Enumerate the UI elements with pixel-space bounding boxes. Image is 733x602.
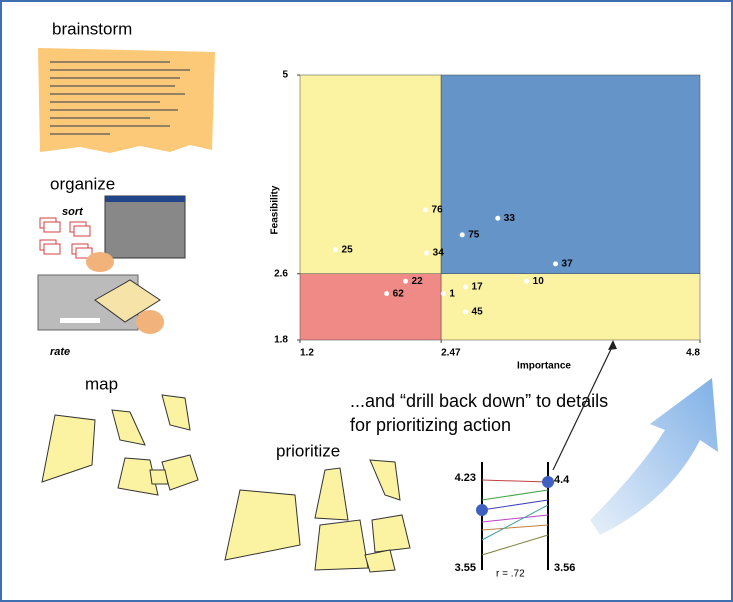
ladder-lines: [481, 479, 549, 556]
point: [495, 215, 501, 221]
point-label: 34: [433, 248, 445, 259]
step-label: map: [85, 374, 118, 393]
sort-cards: [39, 217, 93, 259]
x-tick-label: 1.2: [300, 348, 314, 359]
ladder-label: 4.23: [455, 472, 476, 484]
x-axis-label: Importance: [517, 361, 571, 372]
ladder-mean: [542, 476, 554, 488]
sort-screenshot: [104, 195, 186, 259]
window-bar: [105, 196, 185, 202]
hand: [136, 310, 164, 334]
callout: ...and “drill back down” to details: [350, 391, 608, 411]
point: [333, 247, 339, 253]
point: [403, 278, 409, 284]
go-zone-chart: Importance Feasibility 1.2 2.47 4.8 1.8 2.6 5…: [270, 70, 701, 372]
slider: [60, 318, 100, 323]
cluster-map: [41, 394, 199, 496]
ladder-label: 4.4: [554, 474, 570, 486]
point-label: 17: [472, 282, 484, 293]
y-tick-label: 2.6: [274, 268, 288, 279]
decor-arrow: [590, 378, 718, 535]
point: [424, 250, 430, 256]
point-label: 62: [393, 288, 405, 299]
step-label: rate: [50, 346, 70, 358]
ladder-mean: [476, 504, 488, 516]
note-lines: [50, 61, 190, 135]
point-label: 22: [412, 276, 424, 287]
step-label: prioritize: [276, 441, 340, 460]
point: [553, 261, 559, 267]
step-label: organize: [50, 174, 115, 193]
point-label: 37: [562, 258, 574, 269]
point: [384, 291, 390, 297]
y-tick-label: 1.8: [274, 335, 288, 346]
quadrant: [299, 273, 442, 341]
brainstorm-note: [38, 48, 215, 153]
point: [459, 232, 465, 238]
point-label: 75: [468, 229, 480, 240]
rate-box: [94, 279, 161, 323]
callout: for prioritizing action: [350, 415, 511, 435]
y-axis-label: Feasibility: [270, 185, 281, 234]
x-tick-label: 2.47: [441, 348, 461, 359]
quadrant: [440, 273, 701, 341]
point-label: 1: [449, 288, 455, 299]
ladder-label: 3.55: [455, 562, 476, 574]
arrow-head: [608, 340, 617, 350]
point-label: 33: [504, 213, 516, 224]
step-label: brainstorm: [52, 19, 132, 38]
point-label: 45: [472, 306, 484, 317]
point: [524, 278, 530, 284]
callout-arrow: [552, 344, 614, 471]
point: [440, 291, 446, 297]
point-label: 10: [533, 276, 545, 287]
point: [463, 284, 469, 290]
y-tick-label: 5: [282, 70, 288, 81]
step-label: sort: [62, 206, 84, 218]
point: [423, 207, 429, 213]
point-label: 25: [342, 244, 354, 255]
ladder-r: r = .72: [496, 569, 525, 580]
ladder-label: 3.56: [554, 562, 575, 574]
hand: [86, 252, 114, 272]
quadrant: [440, 74, 701, 274]
cluster-map-3d: [224, 459, 411, 573]
quadrant: [299, 74, 442, 274]
x-tick-label: 4.8: [686, 348, 700, 359]
point: [463, 309, 469, 315]
point-label: 76: [432, 205, 444, 216]
